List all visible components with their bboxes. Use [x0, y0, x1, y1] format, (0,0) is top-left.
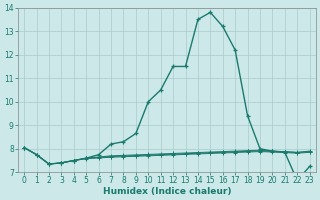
X-axis label: Humidex (Indice chaleur): Humidex (Indice chaleur) — [103, 187, 231, 196]
